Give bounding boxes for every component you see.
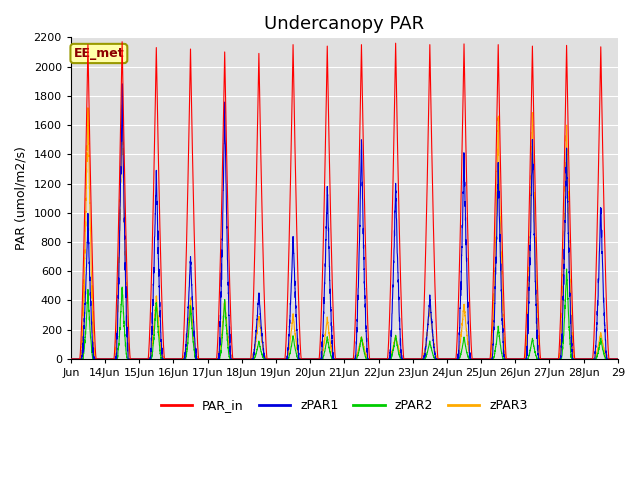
zPAR2 — [521, 356, 529, 362]
zPAR1 — [180, 356, 188, 362]
zPAR2 — [394, 346, 402, 352]
zPAR3 — [522, 356, 529, 362]
zPAR3 — [536, 356, 543, 362]
zPAR1 — [118, 81, 126, 87]
PAR_in — [394, 161, 402, 167]
zPAR3 — [118, 102, 126, 108]
zPAR2 — [180, 356, 188, 362]
Line: zPAR3: zPAR3 — [71, 105, 618, 359]
PAR_in — [614, 356, 621, 362]
Text: EE_met: EE_met — [74, 47, 124, 60]
zPAR3 — [495, 118, 502, 124]
zPAR2 — [365, 356, 372, 362]
Title: Undercanopy PAR: Undercanopy PAR — [264, 15, 424, 33]
zPAR1 — [536, 356, 543, 362]
zPAR1 — [522, 356, 529, 362]
Line: PAR_in: PAR_in — [71, 42, 618, 359]
PAR_in — [67, 356, 75, 362]
zPAR1 — [394, 270, 402, 276]
Line: zPAR1: zPAR1 — [71, 84, 618, 359]
PAR_in — [495, 48, 502, 54]
zPAR3 — [365, 356, 372, 362]
PAR_in — [180, 318, 188, 324]
zPAR1 — [67, 356, 75, 362]
zPAR1 — [365, 356, 372, 362]
PAR_in — [118, 39, 126, 45]
zPAR2 — [67, 356, 75, 362]
Legend: PAR_in, zPAR1, zPAR2, zPAR3: PAR_in, zPAR1, zPAR2, zPAR3 — [156, 394, 532, 417]
PAR_in — [365, 341, 372, 347]
zPAR3 — [394, 343, 402, 349]
zPAR3 — [614, 356, 621, 362]
zPAR2 — [614, 356, 621, 362]
zPAR1 — [614, 356, 621, 362]
zPAR3 — [180, 354, 188, 360]
zPAR2 — [494, 323, 502, 329]
zPAR2 — [535, 356, 543, 362]
zPAR2 — [563, 266, 570, 272]
PAR_in — [536, 336, 543, 342]
Line: zPAR2: zPAR2 — [71, 269, 618, 359]
PAR_in — [522, 344, 529, 349]
zPAR1 — [495, 167, 502, 173]
zPAR3 — [67, 356, 75, 362]
Y-axis label: PAR (umol/m2/s): PAR (umol/m2/s) — [15, 146, 28, 250]
